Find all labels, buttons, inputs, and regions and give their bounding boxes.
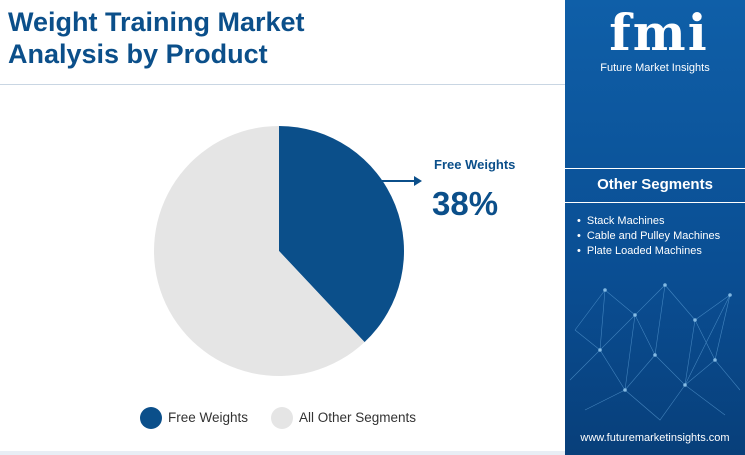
callout-value: 38%	[432, 185, 499, 222]
logo-subtitle: Future Market Insights	[600, 62, 710, 74]
legend-label-other-segments: All Other Segments	[299, 410, 417, 425]
bottom-divider	[0, 451, 565, 455]
legend-swatch-free-weights	[140, 407, 162, 429]
chart-title: Weight Training Market Analysis by Produ…	[8, 6, 558, 70]
pie-slice-all-other-segments	[153, 125, 365, 376]
title-line-1: Weight Training Market	[8, 7, 305, 37]
pie-slice-free-weights	[279, 126, 404, 343]
legend-label-free-weights: Free Weights	[168, 410, 249, 425]
other-segments-heading: Other Segments	[597, 176, 713, 193]
sidebar-panel: fmi Future Market Insights Other Segment…	[565, 0, 745, 455]
callout-label: Free Weights	[434, 157, 516, 172]
network-decoration	[569, 283, 741, 421]
pie-chart	[153, 125, 422, 376]
segment-item: Cable and Pulley Machines	[577, 229, 720, 244]
website-url: www.futuremarketinsights.com	[580, 432, 730, 444]
segment-item: Plate Loaded Machines	[577, 244, 720, 259]
segments-divider-top	[565, 168, 745, 169]
other-segments-list: Stack Machines Cable and Pulley Machines…	[577, 214, 720, 259]
fmi-logo: fmi	[609, 3, 709, 62]
callout-arrow	[382, 176, 422, 186]
legend-swatch-other-segments	[271, 407, 293, 429]
segments-divider-bottom	[565, 202, 745, 203]
title-divider	[0, 84, 565, 85]
title-line-2: Analysis by Product	[8, 39, 268, 69]
segment-item: Stack Machines	[577, 214, 720, 229]
